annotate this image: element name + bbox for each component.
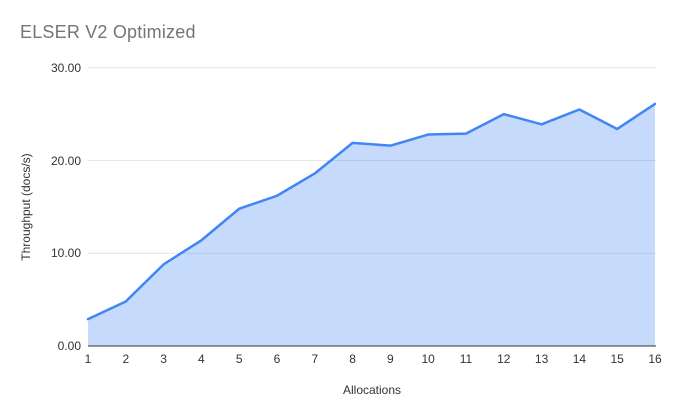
chart-title: ELSER V2 Optimized [20,22,196,42]
x-tick-label: 5 [235,352,243,366]
series-line [86,102,657,321]
area-fill [88,103,655,346]
x-tick-label: 4 [198,352,205,366]
y-tick-label: 10.00 [50,246,81,261]
x-axis-title: Allocations [342,383,402,397]
x-tick-label: 11 [459,352,473,366]
x-tick-label: 6 [273,352,281,366]
y-tick-label: 20.00 [50,153,81,168]
x-tick-label: 16 [648,352,662,366]
y-tick-label: 0.00 [57,339,81,353]
x-tick-label: 10 [421,352,435,366]
x-tick-label: 9 [387,352,394,366]
y-tick-label: 30.00 [50,60,81,75]
x-tick-label: 7 [311,352,319,366]
x-tick-label: 12 [497,352,511,366]
x-tick-label: 1 [84,352,92,366]
x-tick-label: 3 [160,352,167,366]
x-tick-label: 15 [610,352,624,366]
x-tick-label: 13 [534,352,549,366]
x-tick-label: 8 [349,352,356,366]
x-tick-label: 2 [122,352,130,366]
x-tick-label: 14 [572,352,587,366]
